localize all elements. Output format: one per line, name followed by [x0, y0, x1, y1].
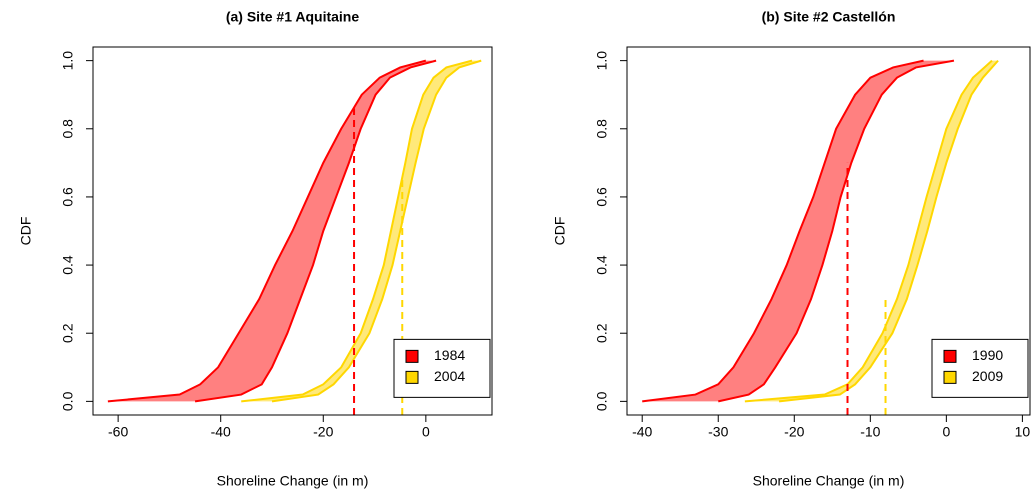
cdf-line	[642, 59, 924, 403]
legend-label: 1984	[434, 347, 465, 363]
x-tick-label: -60	[108, 424, 128, 440]
x-tick-label: -20	[784, 424, 804, 440]
y-tick-label: 1.0	[594, 51, 610, 71]
panel: (b) Site #2 Castellón Shoreline Change (i…	[552, 9, 1031, 489]
cdf-line	[241, 59, 473, 403]
cdf-line	[107, 59, 427, 403]
legend-box	[931, 338, 1029, 398]
x-tick-label: 0	[942, 424, 950, 440]
legend-label: 2004	[434, 368, 465, 384]
y-tick-label: 0.8	[60, 119, 76, 139]
legend-swatch	[943, 349, 957, 363]
x-tick-label: 10	[1015, 424, 1031, 440]
legend-label: 2009	[972, 368, 1003, 384]
x-tick-label: -40	[211, 424, 231, 440]
cdf-line	[194, 59, 437, 403]
y-tick-label: 0.6	[60, 187, 76, 207]
panel: (a) Site #1 Aquitaine Shoreline Change (i…	[18, 9, 493, 489]
x-tick-label: -20	[313, 424, 333, 440]
legend-swatch	[943, 370, 957, 384]
plot-box	[626, 46, 1031, 416]
x-tick-label: 0	[422, 424, 430, 440]
y-tick-label: 0.0	[594, 391, 610, 411]
y-tick-label: 0.2	[60, 323, 76, 343]
y-tick-label: 1.0	[60, 51, 76, 71]
x-tick-label: -10	[860, 424, 880, 440]
legend-box	[393, 338, 491, 398]
y-axis-label: CDF	[18, 217, 34, 246]
y-tick-label: 0.0	[60, 391, 76, 411]
cdf-line	[778, 59, 999, 403]
panel-title: (a) Site #1 Aquitaine	[226, 9, 360, 25]
band-fill	[642, 60, 954, 402]
x-axis-label: Shoreline Change (in m)	[217, 473, 369, 489]
cdf-line	[744, 59, 993, 403]
x-tick-label: -30	[708, 424, 728, 440]
legend-swatch	[405, 370, 419, 384]
y-tick-label: 0.8	[594, 119, 610, 139]
x-axis-label: Shoreline Change (in m)	[753, 473, 905, 489]
plot-box	[92, 46, 493, 416]
cdf-line	[271, 59, 482, 403]
legend-label: 1990	[972, 347, 1003, 363]
y-axis-label: CDF	[552, 217, 568, 246]
y-tick-label: 0.4	[60, 255, 76, 275]
cdf-line	[718, 59, 955, 403]
legend-swatch	[405, 349, 419, 363]
y-tick-label: 0.4	[594, 255, 610, 275]
x-tick-label: -40	[632, 424, 652, 440]
panel-title: (b) Site #2 Castellón	[762, 9, 896, 25]
band-fill	[107, 60, 437, 402]
y-tick-label: 0.6	[594, 187, 610, 207]
y-tick-label: 0.2	[594, 323, 610, 343]
